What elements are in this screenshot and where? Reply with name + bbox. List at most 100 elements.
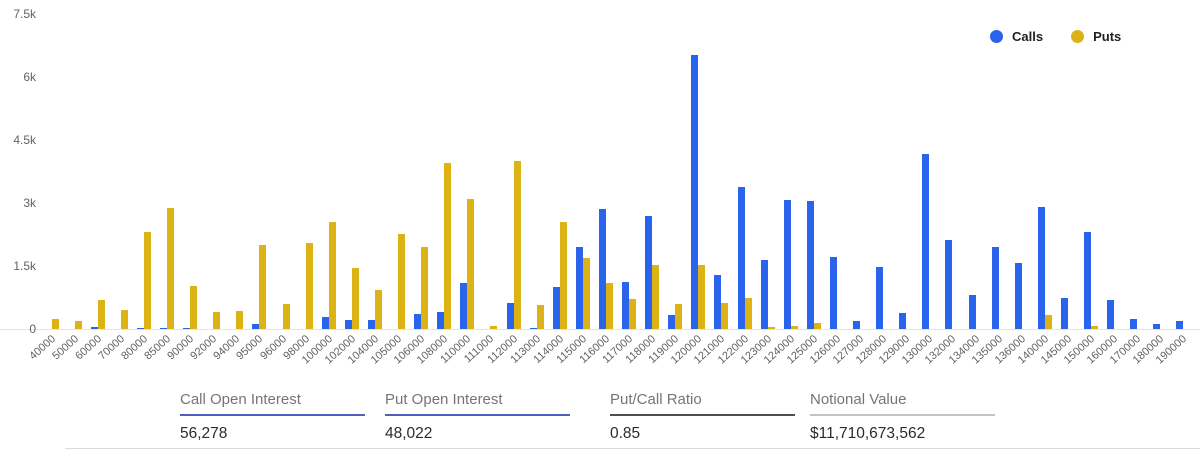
- bar-calls-134000[interactable]: [969, 295, 976, 329]
- bar-calls-95000[interactable]: [252, 324, 259, 329]
- bar-calls-128000[interactable]: [876, 267, 883, 329]
- bar-calls-106000[interactable]: [414, 314, 421, 329]
- bar-calls-140000[interactable]: [1038, 207, 1045, 329]
- bar-calls-116000[interactable]: [599, 209, 606, 329]
- bar-calls-123000[interactable]: [761, 260, 768, 329]
- bar-puts-124000[interactable]: [791, 326, 798, 329]
- bar-calls-118000[interactable]: [645, 216, 652, 329]
- y-axis-label: 6k: [23, 70, 36, 84]
- bar-calls-115000[interactable]: [576, 247, 583, 329]
- stat-value: 0.85: [610, 425, 641, 442]
- bar-puts-125000[interactable]: [814, 323, 821, 329]
- bar-calls-104000[interactable]: [368, 320, 375, 329]
- bar-puts-116000[interactable]: [606, 283, 613, 329]
- stat-value: 56,278: [180, 425, 228, 442]
- bar-calls-120000[interactable]: [691, 55, 698, 329]
- bar-puts-105000[interactable]: [398, 234, 405, 329]
- stat-underline: [610, 414, 795, 416]
- bar-puts-95000[interactable]: [259, 245, 266, 329]
- bar-calls-136000[interactable]: [1015, 263, 1022, 329]
- bar-puts-92000[interactable]: [213, 312, 220, 329]
- bar-puts-123000[interactable]: [768, 327, 775, 329]
- bar-puts-140000[interactable]: [1045, 315, 1052, 329]
- bar-puts-40000[interactable]: [52, 319, 59, 329]
- bar-puts-106000[interactable]: [421, 247, 428, 329]
- bar-calls-132000[interactable]: [945, 240, 952, 329]
- bar-calls-135000[interactable]: [992, 247, 999, 329]
- bar-puts-108000[interactable]: [444, 163, 451, 329]
- bar-puts-117000[interactable]: [629, 299, 636, 329]
- bar-calls-127000[interactable]: [853, 321, 860, 329]
- y-axis-label: 0: [29, 322, 36, 336]
- bar-calls-170000[interactable]: [1130, 319, 1137, 329]
- bar-puts-120000[interactable]: [698, 265, 705, 329]
- bar-calls-113000[interactable]: [530, 328, 537, 329]
- bar-calls-119000[interactable]: [668, 315, 675, 329]
- bar-puts-94000[interactable]: [236, 311, 243, 329]
- stat-value: 48,022: [385, 425, 433, 442]
- bar-puts-60000[interactable]: [98, 300, 105, 329]
- bar-puts-115000[interactable]: [583, 258, 590, 329]
- bar-calls-85000[interactable]: [160, 328, 167, 329]
- stat-value: $11,710,673,562: [810, 425, 926, 442]
- bar-puts-110000[interactable]: [467, 199, 474, 329]
- bar-puts-90000[interactable]: [190, 286, 197, 329]
- bar-puts-104000[interactable]: [375, 290, 382, 329]
- bar-puts-114000[interactable]: [560, 222, 567, 329]
- stat-underline: [180, 414, 365, 416]
- bar-puts-150000[interactable]: [1091, 326, 1098, 329]
- bar-calls-129000[interactable]: [899, 313, 906, 329]
- stat-notional-value: Notional Value $11,710,673,562: [810, 390, 995, 443]
- bar-calls-90000[interactable]: [183, 328, 190, 329]
- bar-calls-121000[interactable]: [714, 275, 721, 329]
- bar-puts-100000[interactable]: [329, 222, 336, 329]
- bar-puts-85000[interactable]: [167, 208, 174, 329]
- bar-calls-60000[interactable]: [91, 327, 98, 329]
- y-axis-label: 3k: [23, 196, 36, 210]
- puts-legend-dot-icon: [1071, 29, 1085, 43]
- stat-label: Call Open Interest: [180, 391, 301, 408]
- bar-calls-125000[interactable]: [807, 201, 814, 329]
- bar-puts-111000[interactable]: [490, 326, 497, 329]
- bar-puts-50000[interactable]: [75, 321, 82, 329]
- plot-area: [0, 55, 1200, 330]
- open-interest-chart: 0 1.5k 3k 4.5k 6k 7.5k 40000 50000 60000 70000 80…: [0, 7, 1200, 366]
- bar-calls-145000[interactable]: [1061, 298, 1068, 329]
- bar-puts-102000[interactable]: [352, 268, 359, 329]
- bar-calls-180000[interactable]: [1153, 324, 1160, 329]
- bar-puts-122000[interactable]: [745, 298, 752, 329]
- bar-calls-130000[interactable]: [922, 154, 929, 329]
- bar-puts-112000[interactable]: [514, 161, 521, 329]
- bar-puts-119000[interactable]: [675, 304, 682, 329]
- bar-calls-114000[interactable]: [553, 287, 560, 329]
- bar-calls-102000[interactable]: [345, 320, 352, 329]
- bar-calls-117000[interactable]: [622, 282, 629, 329]
- bar-puts-118000[interactable]: [652, 265, 659, 329]
- bar-puts-113000[interactable]: [537, 305, 544, 329]
- bar-puts-98000[interactable]: [306, 243, 313, 329]
- bar-calls-110000[interactable]: [460, 283, 467, 329]
- stat-label: Notional Value: [810, 391, 907, 408]
- bar-calls-80000[interactable]: [137, 328, 144, 329]
- calls-legend-dot-icon: [990, 29, 1003, 43]
- bar-calls-108000[interactable]: [437, 312, 444, 329]
- bar-calls-150000[interactable]: [1084, 232, 1091, 329]
- stat-underline: [385, 414, 570, 416]
- stat-put-open-interest: Put Open Interest 48,022: [385, 390, 570, 443]
- divider: [65, 448, 1200, 449]
- bar-puts-121000[interactable]: [721, 303, 728, 329]
- stat-put-call-ratio: Put/Call Ratio 0.85: [610, 390, 795, 443]
- stats-row: Call Open Interest 56,278 Put Open Inter…: [0, 390, 1200, 445]
- bar-puts-96000[interactable]: [283, 304, 290, 329]
- bar-puts-80000[interactable]: [144, 232, 151, 329]
- stat-call-open-interest: Call Open Interest 56,278: [180, 390, 365, 443]
- legend: Calls Puts: [990, 27, 1121, 45]
- bar-calls-122000[interactable]: [738, 187, 745, 329]
- bar-puts-70000[interactable]: [121, 310, 128, 329]
- bar-calls-100000[interactable]: [322, 317, 329, 329]
- bar-calls-160000[interactable]: [1107, 300, 1114, 329]
- bar-calls-126000[interactable]: [830, 257, 837, 329]
- bar-calls-124000[interactable]: [784, 200, 791, 329]
- bar-calls-112000[interactable]: [507, 303, 514, 329]
- bar-calls-190000[interactable]: [1176, 321, 1183, 329]
